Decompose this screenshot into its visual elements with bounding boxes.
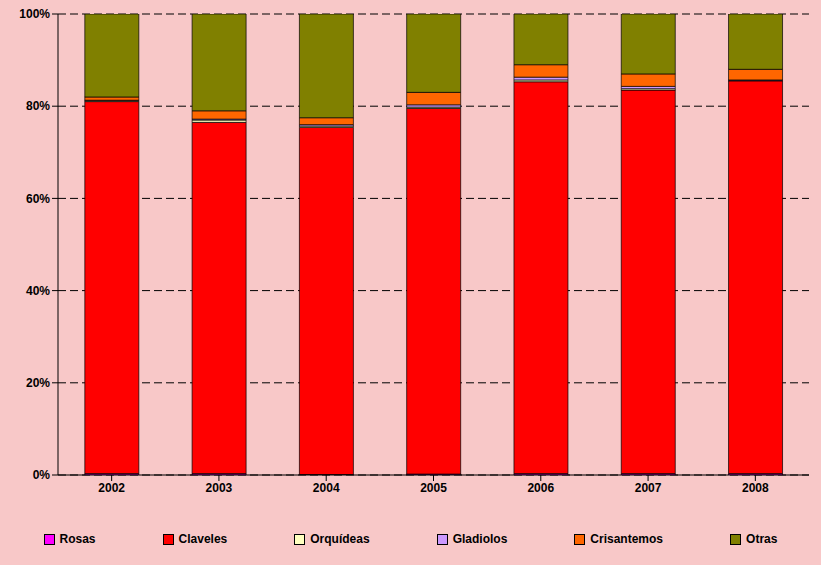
svg-text:2006: 2006	[527, 481, 554, 495]
svg-text:2002: 2002	[98, 481, 125, 495]
svg-text:0%: 0%	[33, 468, 51, 482]
html-text:Claveles: Claveles	[178, 532, 228, 546]
html-text:Rosas: Rosas	[59, 532, 96, 546]
svg-text:2008: 2008	[742, 481, 769, 495]
html-text:Gladiolos: Gladiolos	[452, 532, 508, 546]
html-text:Otras: Otras	[746, 532, 778, 546]
html-text:Crisantemos: Crisantemos	[590, 532, 663, 546]
svg-text:2003: 2003	[206, 481, 233, 495]
svg-text:2005: 2005	[420, 481, 447, 495]
svg-text:80%: 80%	[26, 99, 50, 113]
svg-text:40%: 40%	[26, 284, 50, 298]
svg-text:100%: 100%	[19, 7, 50, 21]
svg-text:2007: 2007	[635, 481, 662, 495]
svg-text:2004: 2004	[313, 481, 340, 495]
svg-text:60%: 60%	[26, 192, 50, 206]
html-text:Orquídeas: Orquídeas	[310, 532, 370, 546]
svg-text:20%: 20%	[26, 376, 50, 390]
